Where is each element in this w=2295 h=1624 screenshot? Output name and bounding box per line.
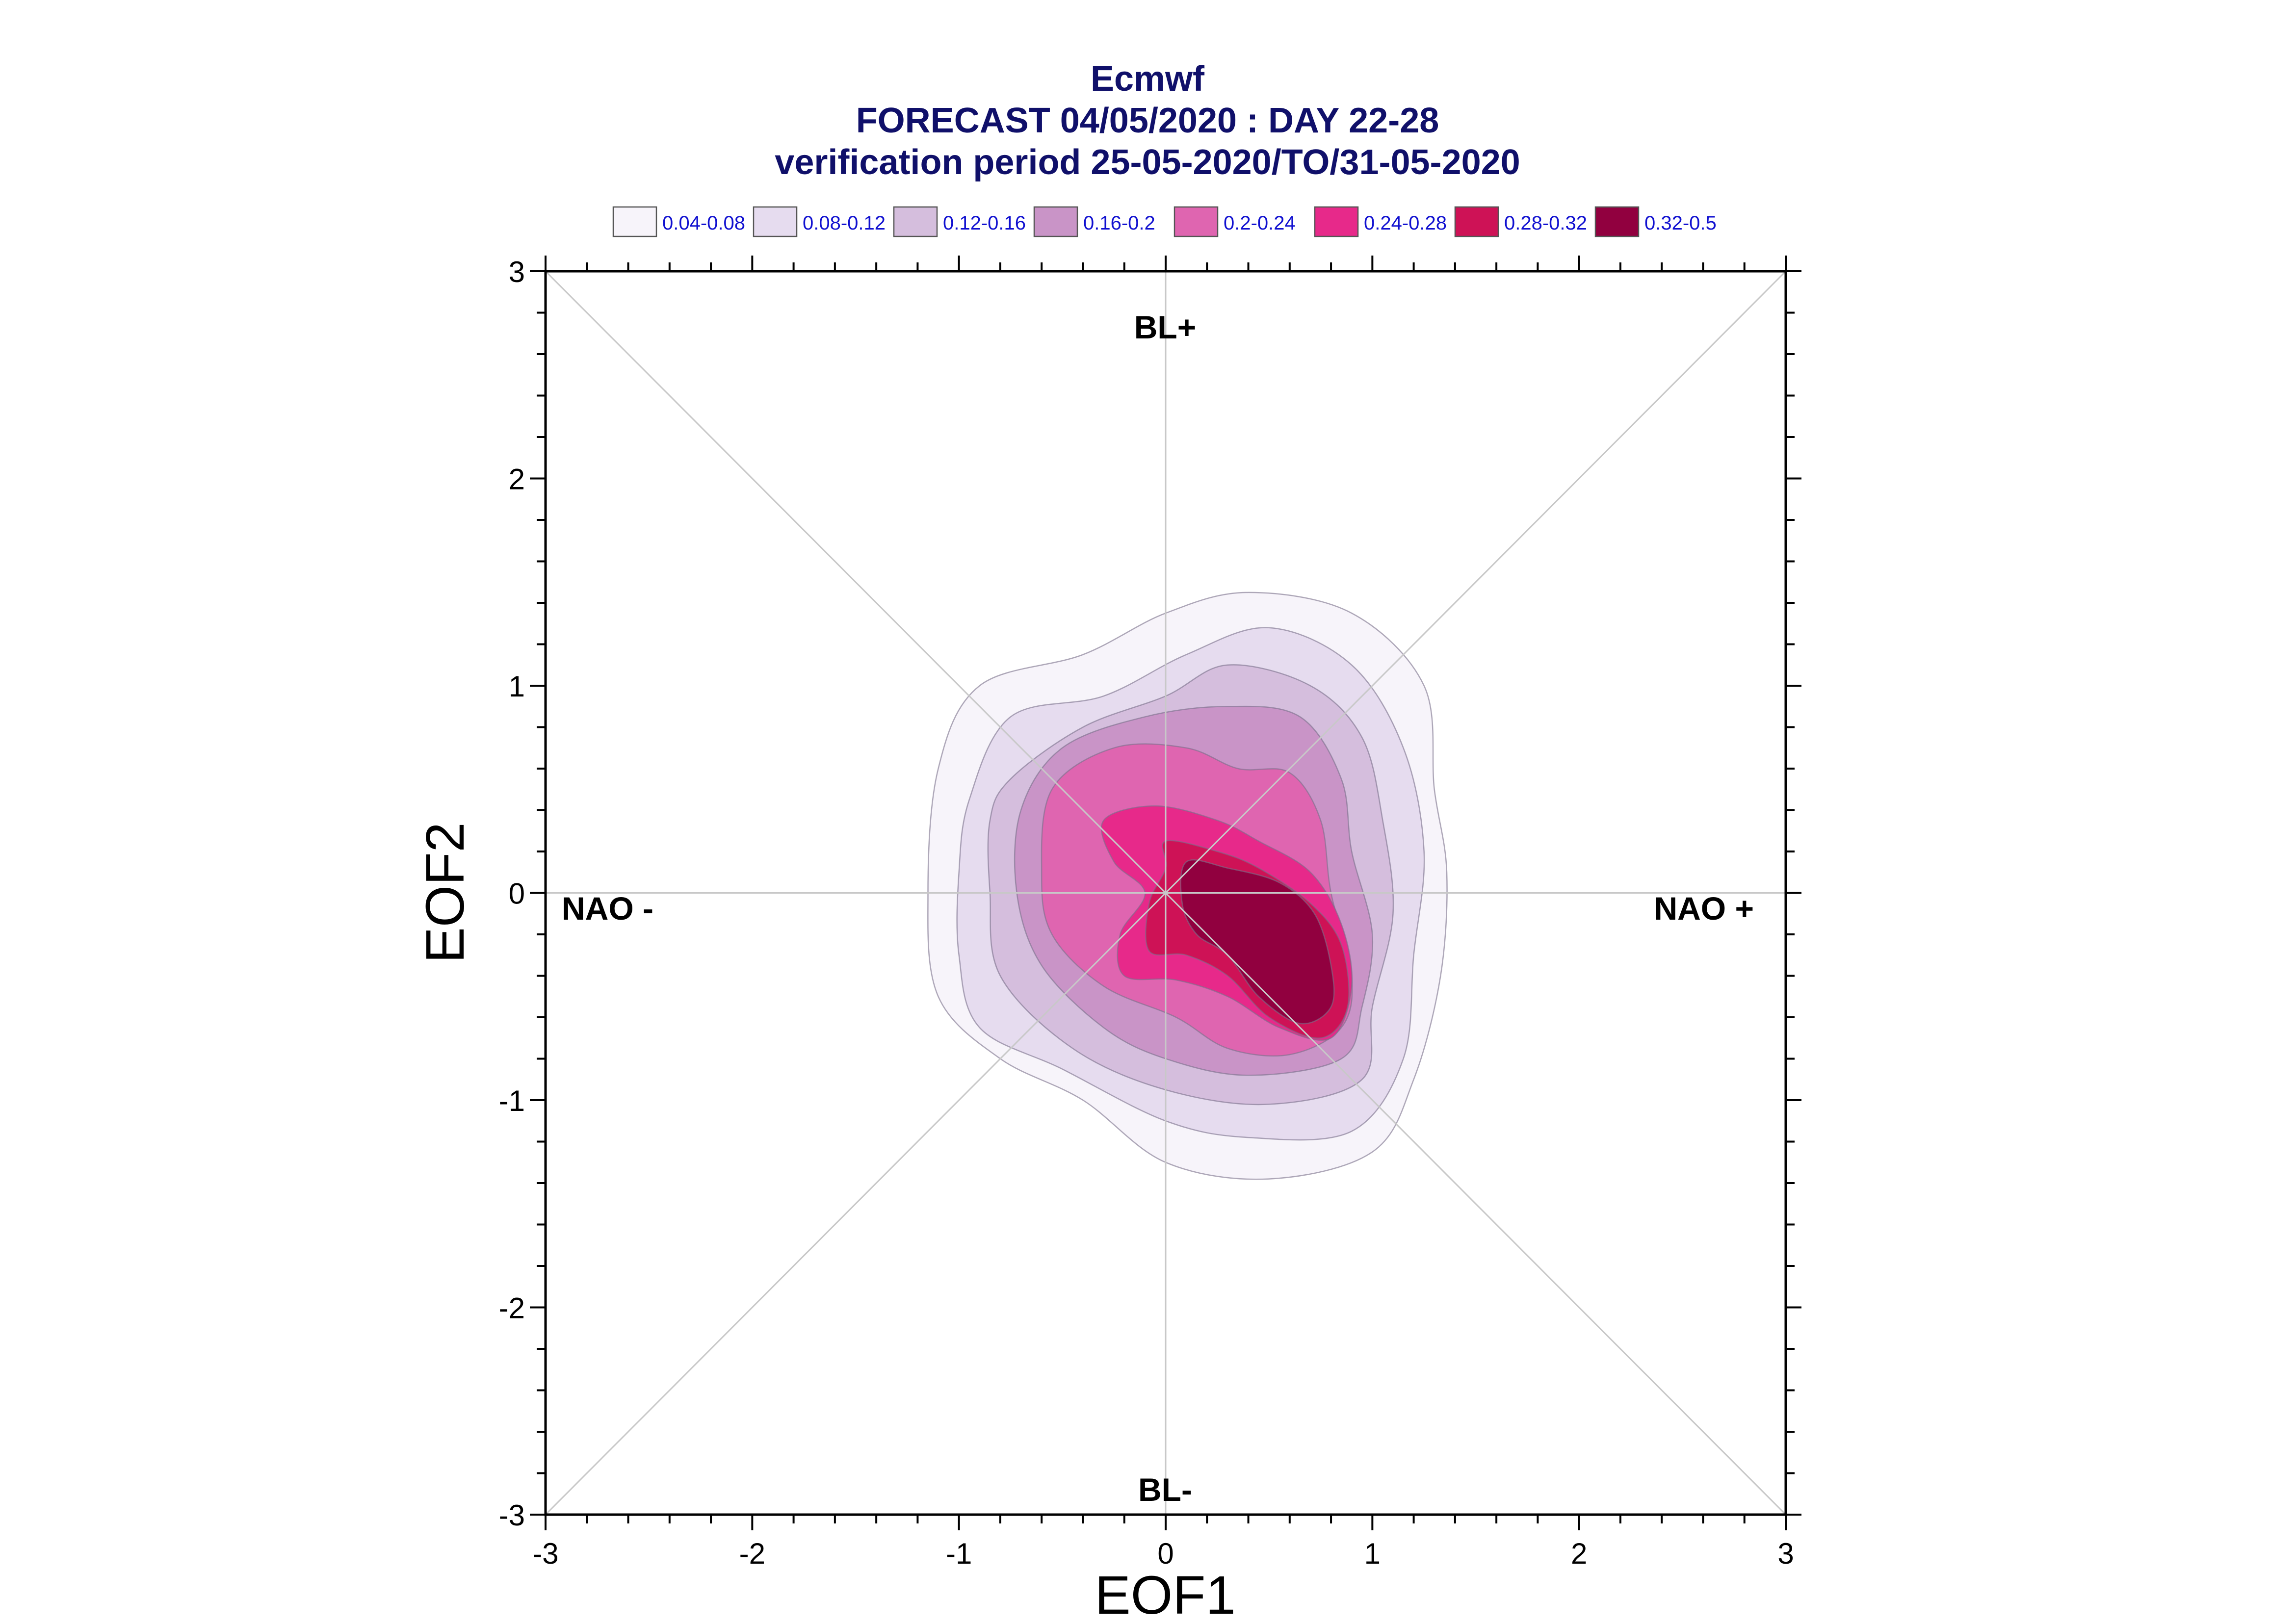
title-line-3: verification period 25-05-2020/TO/31-05-… <box>775 143 1520 182</box>
x-tick-label: 0 <box>1157 1537 1174 1570</box>
legend-label: 0.04-0.08 <box>662 212 745 234</box>
x-tick-label: -1 <box>946 1537 972 1570</box>
label-bl-plus: BL+ <box>1134 309 1197 345</box>
y-tick-label: -2 <box>499 1292 525 1325</box>
x-tick-label: 2 <box>1571 1537 1587 1570</box>
legend-swatch <box>612 206 657 237</box>
legend-swatch <box>1454 206 1499 237</box>
axis-ticks: -3 -2 -1 0 1 2 3 -3 -2 -1 0 1 2 3 <box>499 256 1801 1570</box>
legend-label: 0.28-0.32 <box>1504 212 1587 234</box>
y-tick-label: 0 <box>509 877 525 910</box>
x-tick-label: -2 <box>739 1537 765 1570</box>
legend-swatch <box>893 206 938 237</box>
legend-label: 0.08-0.12 <box>803 212 886 234</box>
contour-7 <box>1180 859 1335 1025</box>
y-axis-title: EOF2 <box>415 822 475 963</box>
label-nao-minus: NAO - <box>562 890 653 927</box>
y-tick-label: -3 <box>499 1499 525 1532</box>
label-nao-plus: NAO + <box>1654 890 1754 927</box>
legend-label: 0.32-0.5 <box>1644 212 1717 234</box>
legend-label: 0.16-0.2 <box>1083 212 1155 234</box>
density-contours <box>927 592 1448 1180</box>
legend: 0.04-0.08 0.08-0.12 0.12-0.16 0.16-0.2 0.2-0… <box>612 206 1717 237</box>
legend-swatch <box>1033 206 1078 237</box>
legend-swatch <box>753 206 798 237</box>
x-axis-title: EOF1 <box>1095 1565 1235 1624</box>
chart-title: Ecmwf FORECAST 04/05/2020 : DAY 22-28 ve… <box>775 59 1520 182</box>
x-tick-label: 1 <box>1364 1537 1381 1570</box>
y-tick-label: 3 <box>509 256 525 288</box>
title-line-2: FORECAST 04/05/2020 : DAY 22-28 <box>856 101 1439 140</box>
x-tick-label: 3 <box>1777 1537 1794 1570</box>
y-tick-label: 2 <box>509 463 525 496</box>
plot-area: -3 -2 -1 0 1 2 3 -3 -2 -1 0 1 2 3 <box>499 256 1801 1570</box>
label-bl-minus: BL- <box>1138 1471 1192 1508</box>
legend-swatch <box>1174 206 1219 237</box>
legend-label: 0.12-0.16 <box>943 212 1026 234</box>
x-tick-label: -3 <box>532 1537 558 1570</box>
guide-lines <box>545 270 1787 1516</box>
title-line-1: Ecmwf <box>1091 59 1205 99</box>
legend-label: 0.24-0.28 <box>1364 212 1447 234</box>
legend-label: 0.2-0.24 <box>1224 212 1296 234</box>
y-tick-label: 1 <box>509 670 525 703</box>
y-tick-label: -1 <box>499 1084 525 1117</box>
legend-swatch <box>1594 206 1640 237</box>
legend-swatch <box>1314 206 1359 237</box>
